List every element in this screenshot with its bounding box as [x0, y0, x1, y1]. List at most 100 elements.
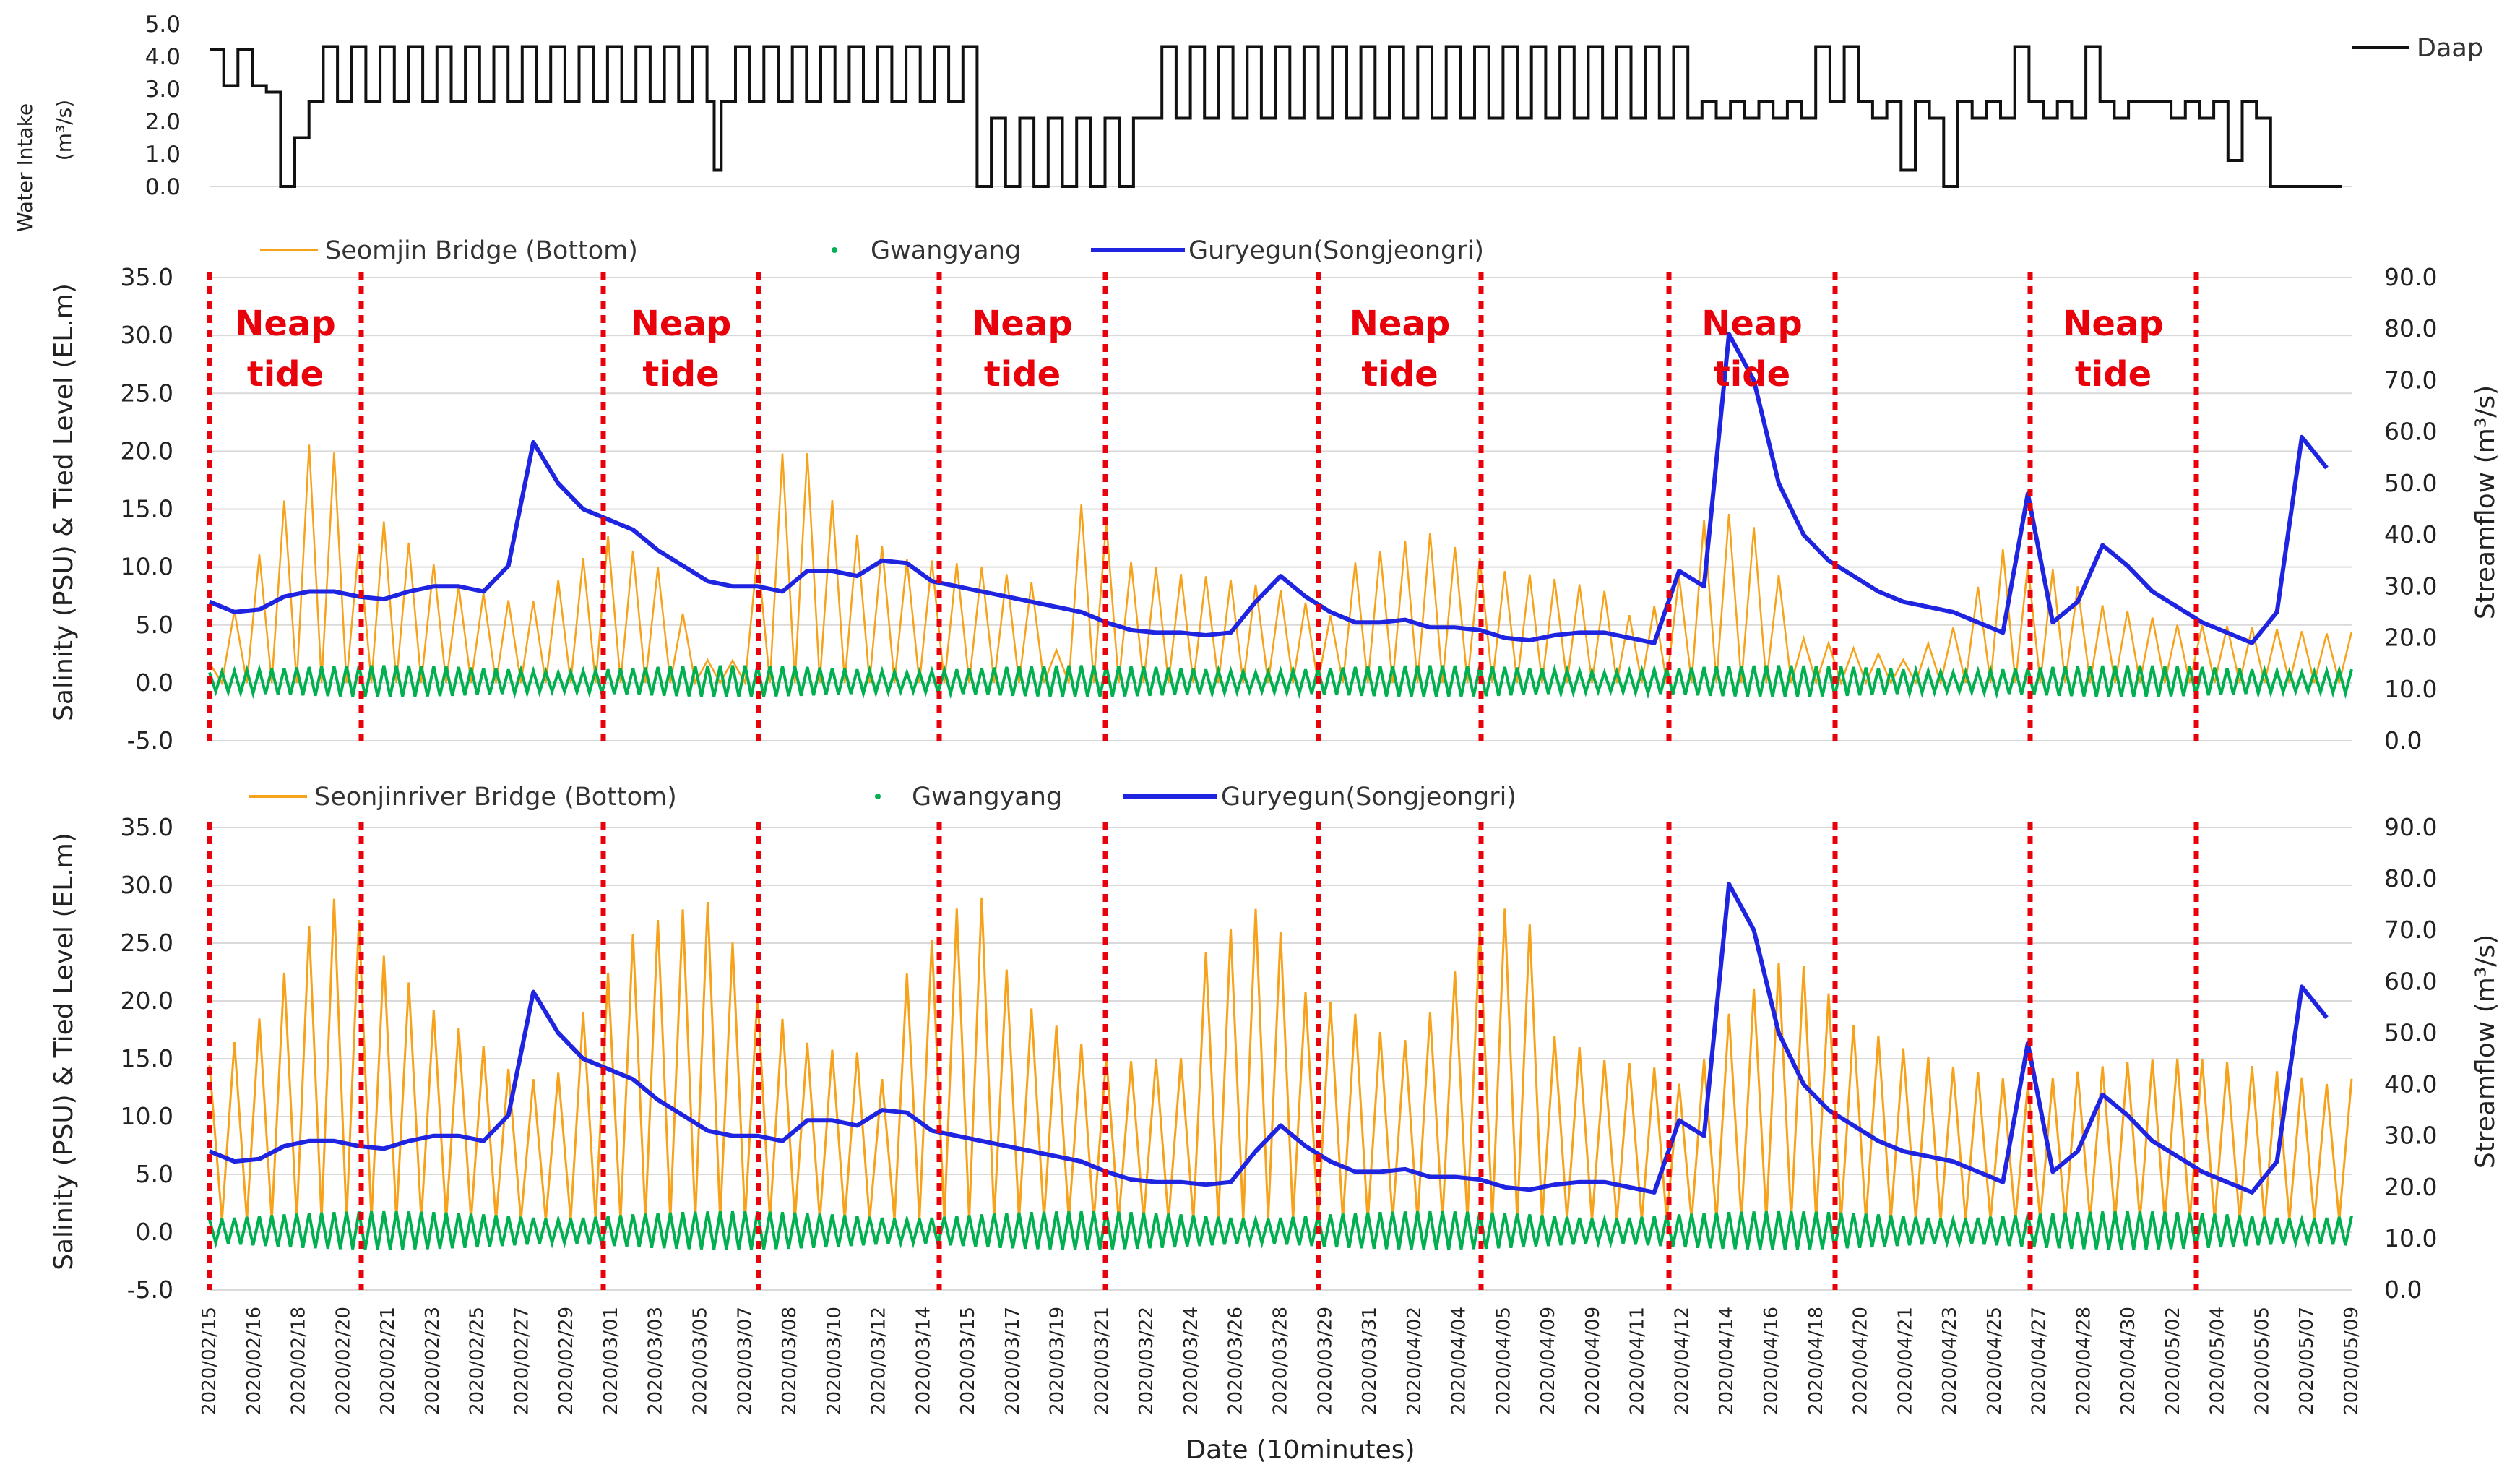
top-ytick-label: 2.0: [145, 109, 181, 135]
x-tick-label: 2020/02/16: [243, 1307, 265, 1415]
legend-bot-gwangyang-label: Gwangyang: [912, 783, 1062, 812]
salinity-line: [208, 444, 2353, 687]
neap-tide-label: Neap: [1701, 304, 1802, 344]
middle-ylabel: Salinity (PSU) & Tied Level (EL.m): [49, 283, 79, 721]
neap-tide-label: Neap: [2063, 304, 2163, 344]
x-tick-label: 2020/03/01: [600, 1307, 622, 1415]
y2tick-label: 10.0: [2384, 1224, 2437, 1252]
x-tick-label: 2020/04/18: [1805, 1307, 1827, 1415]
y2tick-label: 90.0: [2384, 813, 2437, 841]
x-tick-label: 2020/02/29: [556, 1307, 577, 1415]
bottom-panel: Salinity (PSU) & Tied Level (EL.m) Strea…: [49, 783, 2500, 1304]
x-axis-title: Date (10minutes): [1186, 1435, 1415, 1465]
x-tick-label: 2020/04/09: [1582, 1307, 1604, 1415]
x-tick-label: 2020/05/02: [2162, 1307, 2184, 1415]
bottom-y2label: Streamflow (m³/s): [2471, 934, 2500, 1169]
bottom-seonjin-series: [208, 897, 2353, 1221]
x-tick-label: 2020/05/09: [2341, 1307, 2362, 1415]
bottom-neap-tide-markers: [207, 822, 2199, 1290]
x-tick-label: 2020/04/16: [1761, 1307, 1782, 1415]
x-tick-label: 2020/02/18: [288, 1307, 310, 1415]
x-tick-label: 2020/03/03: [645, 1307, 667, 1415]
legend-bot-guryegun-label: Guryegun(Songjeongri): [1221, 783, 1516, 812]
x-tick-label: 2020/02/27: [511, 1307, 532, 1415]
top-yunit: (m³/s): [52, 100, 76, 160]
middle-y2label: Streamflow (m³/s): [2471, 385, 2500, 619]
x-tick-label: 2020/04/21: [1894, 1307, 1916, 1415]
middle-neap-tide-markers: Neap tide Neap tide Neap tide Neap tide Neap tide…: [207, 272, 2199, 741]
bottom-guryegun-series: [208, 882, 2329, 1195]
x-tick-label: 2020/03/21: [1091, 1307, 1113, 1415]
legend-bot-seonjin-label: Seonjinriver Bridge (Bottom): [314, 783, 677, 812]
neap-tide-label: Neap: [235, 304, 335, 344]
y2tick-label: 70.0: [2384, 366, 2437, 394]
bottom-yticks: 35.0 30.0 25.0 20.0 15.0 10.0 5.0 0.0 -5.0: [121, 813, 173, 1304]
legend-mid-gwangyang-swatch: [832, 247, 837, 253]
ytick-label: 20.0: [121, 437, 173, 465]
ytick-label: 15.0: [121, 495, 173, 523]
tide-level-line: [208, 663, 2353, 700]
top-ytick-label: 1.0: [145, 142, 181, 168]
x-tick-label: 2020/02/21: [377, 1307, 399, 1415]
middle-gwangyang-series: [208, 663, 2353, 700]
top-yticks: 5.0 4.0 3.0 2.0 1.0 0.0: [145, 12, 181, 200]
middle-panel: Salinity (PSU) & Tied Level (EL.m) Strea…: [49, 236, 2500, 754]
x-tick-label: 2020/03/19: [1047, 1307, 1069, 1415]
top-series: [210, 45, 2342, 188]
middle-seomjin-series: [208, 444, 2353, 687]
neap-tide-label: tide: [642, 354, 719, 395]
legend-mid-seomjin-label: Seomjin Bridge (Bottom): [325, 236, 638, 265]
y2tick-label: 10.0: [2384, 675, 2437, 703]
x-tick-label: 2020/04/23: [1939, 1307, 1961, 1415]
top-panel: Water Intake (m³/s) 5.0 4.0 3.0 2.0 1.0 0.0 D…: [13, 12, 2483, 232]
x-tick-label: 2020/03/29: [1314, 1307, 1336, 1415]
ytick-label: 0.0: [136, 1218, 173, 1246]
ytick-label: 0.0: [136, 668, 173, 697]
y2tick-label: 30.0: [2384, 572, 2437, 600]
x-tick-label: 2020/04/11: [1627, 1307, 1649, 1415]
ytick-label: -5.0: [127, 1276, 173, 1304]
bottom-ylabel: Salinity (PSU) & Tied Level (EL.m): [49, 833, 79, 1270]
x-tick-label: 2020/03/10: [824, 1307, 845, 1415]
ytick-label: 15.0: [121, 1044, 173, 1072]
x-tick-label: 2020/03/22: [1136, 1307, 1157, 1415]
x-tick-label: 2020/05/04: [2207, 1307, 2229, 1415]
salinity-line: [208, 897, 2353, 1221]
x-tick-label: 2020/03/31: [1359, 1307, 1381, 1415]
ytick-label: 10.0: [121, 553, 173, 581]
x-tick-label: 2020/02/23: [422, 1307, 444, 1415]
neap-tide-label: Neap: [972, 304, 1072, 344]
x-tick-label: 2020/04/02: [1404, 1307, 1425, 1415]
legend-mid-gwangyang-label: Gwangyang: [871, 236, 1021, 265]
x-tick-label: 2020/04/09: [1537, 1307, 1559, 1415]
ytick-label: 30.0: [121, 321, 173, 349]
bottom-gwangyang-series: [208, 1210, 2353, 1250]
top-ytick-label: 0.0: [145, 174, 181, 200]
x-tick-label: 2020/04/30: [2118, 1307, 2139, 1415]
x-tick-label: 2020/02/15: [199, 1307, 220, 1415]
y2tick-label: 20.0: [2384, 1173, 2437, 1201]
neap-tide-label: tide: [984, 354, 1061, 395]
x-tick-label: 2020/03/14: [912, 1307, 934, 1415]
top-ytick-label: 3.0: [145, 77, 181, 103]
tide-level-line: [208, 1210, 2353, 1250]
neap-tide-label: tide: [247, 354, 324, 395]
bottom-y2ticks: 90.0 80.0 70.0 60.0 50.0 40.0 30.0 20.0 10.0 0.0: [2384, 813, 2437, 1304]
x-tick-label: 2020/04/12: [1671, 1307, 1693, 1415]
y2tick-label: 80.0: [2384, 864, 2437, 893]
y2tick-label: 40.0: [2384, 1070, 2437, 1098]
ytick-label: 35.0: [121, 263, 173, 291]
y2tick-label: 40.0: [2384, 520, 2437, 549]
streamflow-line: [208, 882, 2329, 1195]
ytick-label: 10.0: [121, 1102, 173, 1130]
y2tick-label: 60.0: [2384, 967, 2437, 995]
x-tick-label: 2020/03/24: [1181, 1307, 1202, 1415]
x-tick-label: 2020/03/05: [690, 1307, 712, 1415]
y2tick-label: 0.0: [2384, 1276, 2422, 1304]
x-tick-label: 2020/05/07: [2296, 1307, 2318, 1415]
x-tick-label: 2020/03/15: [957, 1307, 979, 1415]
x-tick-label: 2020/04/20: [1850, 1307, 1872, 1415]
ytick-label: 5.0: [136, 1160, 173, 1188]
